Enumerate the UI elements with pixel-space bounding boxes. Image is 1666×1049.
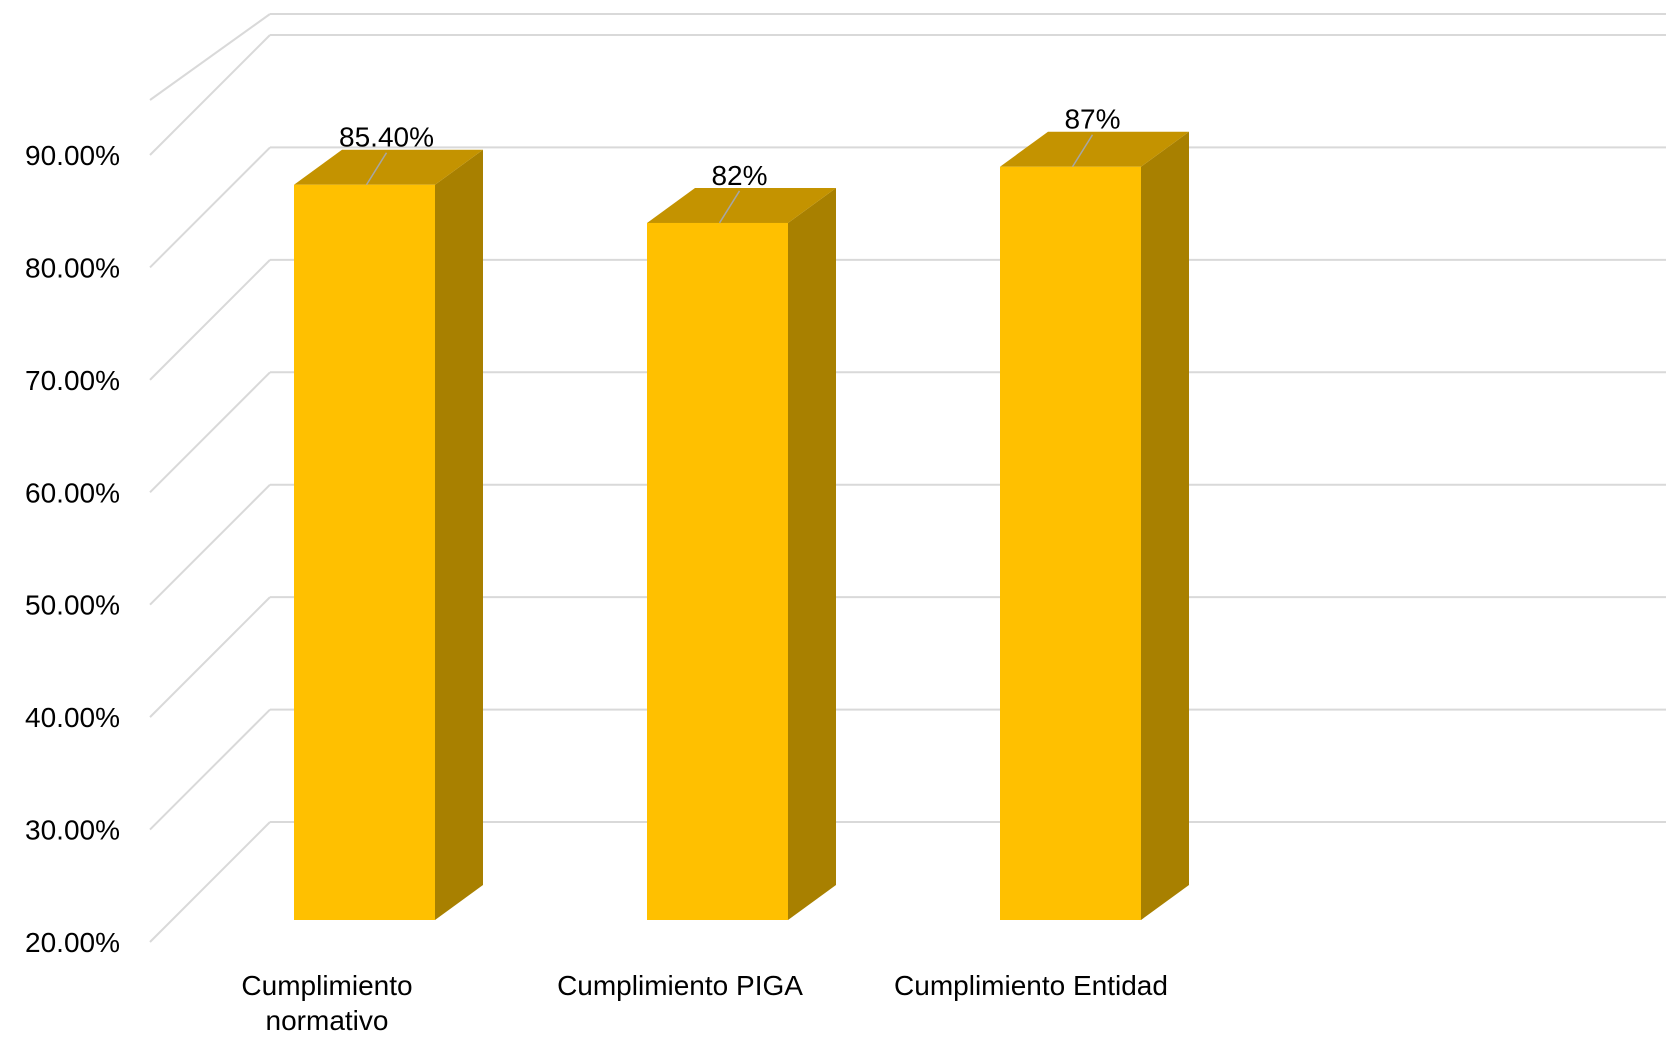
y-tick-label: 40.00% (25, 702, 120, 733)
gridline-diagonal (149, 821, 271, 943)
data-label-leader (718, 190, 741, 224)
bar-front (647, 222, 788, 920)
bar-top (647, 187, 836, 223)
bar-side (788, 187, 836, 920)
data-labels: 85.40% 82% 87% (339, 104, 1121, 224)
bars (294, 131, 1189, 920)
data-label: 82% (711, 160, 767, 191)
data-label: 87% (1064, 104, 1120, 135)
y-tick-label: 50.00% (25, 590, 120, 621)
y-tick-label: 80.00% (25, 252, 120, 283)
data-label-leader (365, 152, 388, 186)
gridline-diagonal (149, 259, 271, 381)
bar-side (1141, 131, 1189, 920)
gridlines (149, 13, 1666, 943)
bar-side (435, 149, 483, 920)
category-label: Cumplimiento (241, 970, 412, 1001)
x-axis-category-labels: Cumplimiento normativo Cumplimiento PIGA Cu… (241, 970, 1168, 1036)
y-tick-label: 90.00% (25, 140, 120, 171)
gridline-diagonal (149, 596, 271, 718)
category-label: Cumplimiento Entidad (894, 970, 1168, 1001)
gridline-diagonal (149, 146, 271, 269)
bar-top (294, 149, 483, 185)
bar-top (1000, 131, 1189, 167)
gridline-diagonal (149, 484, 271, 606)
gridline-diagonal (149, 708, 271, 831)
bar (294, 149, 483, 920)
category-label: Cumplimiento PIGA (557, 970, 803, 1001)
y-tick-label: 60.00% (25, 477, 120, 508)
bar (647, 187, 836, 920)
y-tick-label: 20.00% (25, 927, 120, 958)
gridline-diagonal (149, 34, 271, 156)
data-label: 85.40% (339, 122, 434, 153)
gridline-diagonal (149, 13, 271, 101)
data-label-leader (1071, 134, 1094, 168)
y-tick-label: 70.00% (25, 365, 120, 396)
gridline-diagonal (149, 371, 271, 493)
y-axis-tick-labels: 20.00% 30.00% 40.00% 50.00% 60.00% 70.00% 80.0… (25, 140, 120, 958)
category-label: normativo (266, 1005, 389, 1036)
bar (1000, 131, 1189, 920)
y-tick-label: 30.00% (25, 815, 120, 846)
bar-front (1000, 166, 1141, 920)
bar-front (294, 184, 435, 920)
